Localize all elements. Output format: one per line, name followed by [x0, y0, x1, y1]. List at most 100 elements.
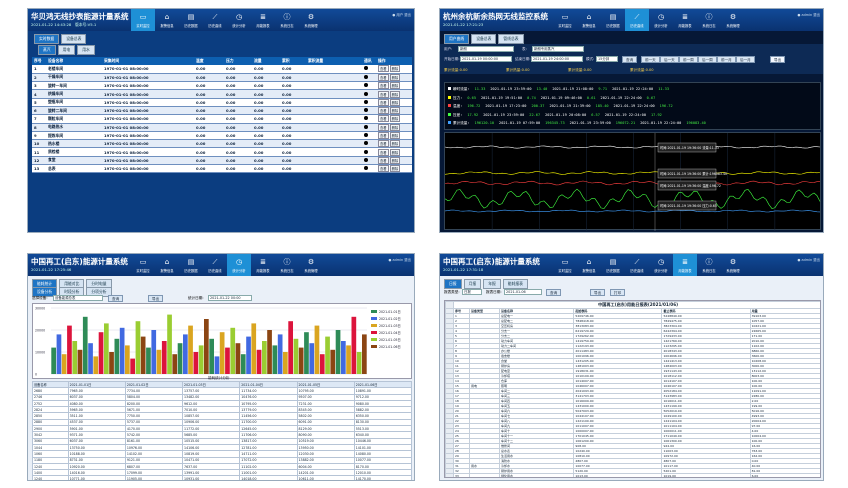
nav-item-2[interactable]: ▤ 历史数据: [179, 254, 203, 276]
nav-item-5[interactable]: ≣ 用能报表: [251, 254, 275, 276]
button-0[interactable]: 查询: [622, 56, 638, 63]
view-button[interactable]: 查看: [378, 165, 389, 173]
view-button[interactable]: 查看: [378, 82, 389, 90]
nav-item-3[interactable]: ⟋ 历史曲线: [625, 254, 649, 276]
device-input[interactable]: 设备能源总表: [53, 295, 103, 301]
delete-button[interactable]: 删除: [389, 107, 401, 115]
nav-item-5[interactable]: ≣ 用能报表: [673, 9, 697, 31]
user-select[interactable]: 新朗: [458, 46, 514, 52]
delete-button[interactable]: 删除: [389, 148, 401, 156]
nav-item-7[interactable]: ⚙ 系统管理: [721, 254, 745, 276]
nav-item-4[interactable]: ◷ 统计分析: [227, 254, 251, 276]
export-button[interactable]: 导出: [590, 289, 606, 296]
button-2[interactable]: 后一天: [660, 56, 679, 63]
tab-0[interactable]: 日报: [444, 279, 462, 289]
tab-2[interactable]: 年报: [483, 279, 501, 289]
user-menu[interactable]: ● admin 退出: [388, 258, 411, 262]
tab-1[interactable]: 用电: [57, 45, 76, 55]
nav-item-2[interactable]: ▤ 历史数据: [601, 254, 625, 276]
end-date-input[interactable]: 2021-01-19 24:00:00: [531, 56, 583, 62]
nav-item-4[interactable]: ◷ 统计分析: [649, 254, 673, 276]
delete-button[interactable]: 删除: [389, 165, 401, 173]
tab-0[interactable]: 蒸汽: [38, 45, 56, 55]
button-4[interactable]: 后一周: [698, 56, 717, 63]
button-1[interactable]: 前一天: [641, 56, 660, 63]
nav-item-1[interactable]: ⌂ 报警信息: [155, 9, 179, 31]
view-button[interactable]: 查看: [378, 123, 389, 131]
nav-item-5[interactable]: ≣ 用能报表: [251, 9, 275, 31]
delete-button[interactable]: 删除: [389, 132, 401, 140]
button-6[interactable]: 后一月: [736, 56, 755, 63]
nav-item-0[interactable]: ▭ 实时监控: [553, 9, 577, 31]
tab-0[interactable]: 实时数据: [34, 34, 60, 44]
nav-item-0[interactable]: ▭ 实时监控: [553, 254, 577, 276]
nav-item-7[interactable]: ⚙ 系统管理: [299, 9, 323, 31]
nav-item-0[interactable]: ▭ 实时监控: [131, 9, 155, 31]
button-7[interactable]: 导出: [770, 56, 786, 63]
tab-0[interactable]: 用户曲线: [444, 34, 470, 44]
view-button[interactable]: 查看: [378, 115, 389, 123]
button-5[interactable]: 前一月: [717, 56, 736, 63]
view-button[interactable]: 查看: [378, 107, 389, 115]
tab-1[interactable]: 月报: [463, 279, 482, 289]
delete-button[interactable]: 删除: [389, 115, 401, 123]
view-button[interactable]: 查看: [378, 148, 389, 156]
view-button[interactable]: 查看: [378, 98, 389, 106]
nav-item-6[interactable]: ⓘ 系统日志: [275, 254, 299, 276]
tab-1[interactable]: 设备总表: [471, 34, 497, 44]
date-input[interactable]: 2021-01-22 00:00: [208, 295, 252, 301]
user-menu[interactable]: ● 用户 退出: [392, 13, 411, 17]
nav-label: 实时监控: [136, 268, 150, 273]
delete-button[interactable]: 删除: [389, 90, 401, 98]
start-date-input[interactable]: 2021-01-19 00:00:00: [460, 56, 512, 62]
nav-item-7[interactable]: ⚙ 系统管理: [299, 254, 323, 276]
nav-item-7[interactable]: ⚙ 系统管理: [721, 9, 745, 31]
nav-item-2[interactable]: ▤ 历史数据: [179, 9, 203, 31]
tab-3[interactable]: 能耗报表: [502, 279, 528, 289]
view-button[interactable]: 查看: [378, 156, 389, 164]
user-menu[interactable]: ● admin 退出: [797, 258, 820, 262]
delete-button[interactable]: 删除: [389, 73, 401, 81]
nav-item-0[interactable]: ▭ 实时监控: [131, 254, 155, 276]
delete-button[interactable]: 删除: [389, 65, 401, 73]
delete-button[interactable]: 删除: [389, 98, 401, 106]
delete-button[interactable]: 删除: [389, 140, 401, 148]
nav-item-1[interactable]: ⌂ 报警信息: [577, 9, 601, 31]
device-select[interactable]: 新朗专用蒸汽: [532, 46, 584, 52]
nav-item-4[interactable]: ◷ 统计分析: [227, 9, 251, 31]
tab-1[interactable]: 设备总表: [61, 34, 87, 44]
tab-2[interactable]: 用水: [77, 45, 95, 55]
user-menu[interactable]: ● admin 退出: [797, 13, 820, 17]
column-header: 通讯: [362, 57, 376, 65]
view-button[interactable]: 查看: [378, 65, 389, 73]
export-button[interactable]: 导出: [148, 295, 164, 302]
tab-0[interactable]: 设备分析: [32, 287, 58, 297]
report-type-select[interactable]: 日报: [462, 289, 482, 295]
view-button[interactable]: 查看: [378, 132, 389, 140]
nav-item-5[interactable]: ≣ 用能报表: [673, 254, 697, 276]
nav-item-6[interactable]: ⓘ 系统日志: [697, 254, 721, 276]
view-button[interactable]: 查看: [378, 73, 389, 81]
delete-button[interactable]: 删除: [389, 82, 401, 90]
view-button[interactable]: 查看: [378, 90, 389, 98]
view-button[interactable]: 查看: [378, 140, 389, 148]
nav-item-3[interactable]: ⟋ 历史曲线: [625, 9, 649, 31]
nav-item-6[interactable]: ⓘ 系统日志: [697, 9, 721, 31]
delete-button[interactable]: 删除: [389, 156, 401, 164]
nav-item-6[interactable]: ⓘ 系统日志: [275, 9, 299, 31]
stat-value: 6.57: [591, 112, 600, 117]
delete-button[interactable]: 删除: [389, 123, 401, 131]
nav-item-4[interactable]: ◷ 统计分析: [649, 9, 673, 31]
nav-item-1[interactable]: ⌂ 报警信息: [577, 254, 601, 276]
nav-item-2[interactable]: ▤ 历史数据: [601, 9, 625, 31]
nav-item-3[interactable]: ⟋ 历史曲线: [203, 254, 227, 276]
print-button[interactable]: 打印: [610, 289, 626, 296]
nav-item-3[interactable]: ⟋ 历史曲线: [203, 9, 227, 31]
query-button[interactable]: 查询: [546, 289, 562, 296]
nav-item-1[interactable]: ⌂ 报警信息: [155, 254, 179, 276]
button-3[interactable]: 前一周: [679, 56, 698, 63]
tab-2[interactable]: 管线总表: [498, 34, 524, 44]
query-button[interactable]: 查询: [108, 295, 124, 302]
report-date-input[interactable]: 2021-01-06: [504, 289, 542, 295]
mode-select[interactable]: 15分钟: [596, 56, 618, 62]
